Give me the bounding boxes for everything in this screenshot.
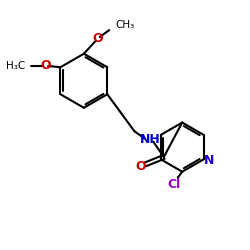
Text: N: N [204, 154, 214, 167]
Text: CH₃: CH₃ [116, 20, 135, 30]
Text: NH: NH [140, 133, 160, 146]
Text: Cl: Cl [167, 178, 180, 191]
Text: O: O [92, 32, 103, 46]
Text: O: O [135, 160, 146, 173]
Text: O: O [40, 60, 51, 72]
Text: H₃C: H₃C [6, 61, 25, 71]
